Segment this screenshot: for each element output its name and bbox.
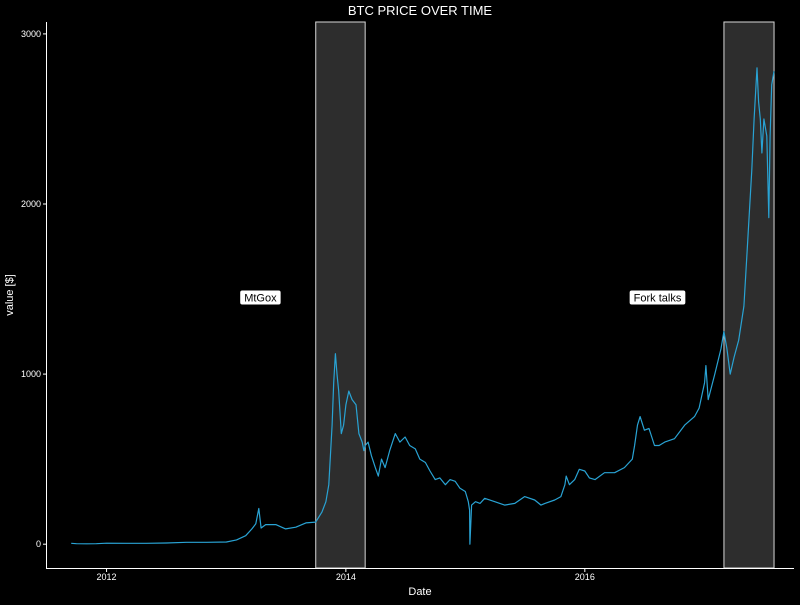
y-tick-label-0: 0: [36, 539, 41, 549]
series-lines: [71, 67, 775, 545]
x-tick-label-1: 2014: [336, 572, 356, 582]
y-tick-label-1: 1000: [21, 369, 41, 379]
tick-labels: 0 1000 2000 3000 2012 2014 2016: [21, 29, 595, 582]
axes: [46, 22, 794, 569]
annotations: MtGox Fork talks: [240, 290, 686, 305]
y-axis-title: value [$]: [4, 274, 16, 316]
chart-title: BTC PRICE OVER TIME: [348, 3, 493, 18]
shaded-region-1: [723, 21, 775, 569]
x-tick-label-0: 2012: [97, 572, 117, 582]
annotation-1: Fork talks: [629, 290, 686, 305]
x-tick-label-2: 2016: [575, 572, 595, 582]
y-tick-label-3: 3000: [21, 29, 41, 39]
annotation-label-0: MtGox: [244, 293, 277, 305]
series-line-0: [71, 67, 775, 545]
annotation-label-1: Fork talks: [634, 293, 682, 305]
annotation-box-1: [629, 290, 686, 305]
x-axis-title: Date: [408, 586, 431, 598]
annotation-0: MtGox: [240, 290, 281, 305]
annotation-box-0: [240, 290, 281, 305]
y-tick-label-2: 2000: [21, 199, 41, 209]
shaded-regions: [315, 21, 775, 569]
shaded-region-0: [315, 21, 366, 569]
